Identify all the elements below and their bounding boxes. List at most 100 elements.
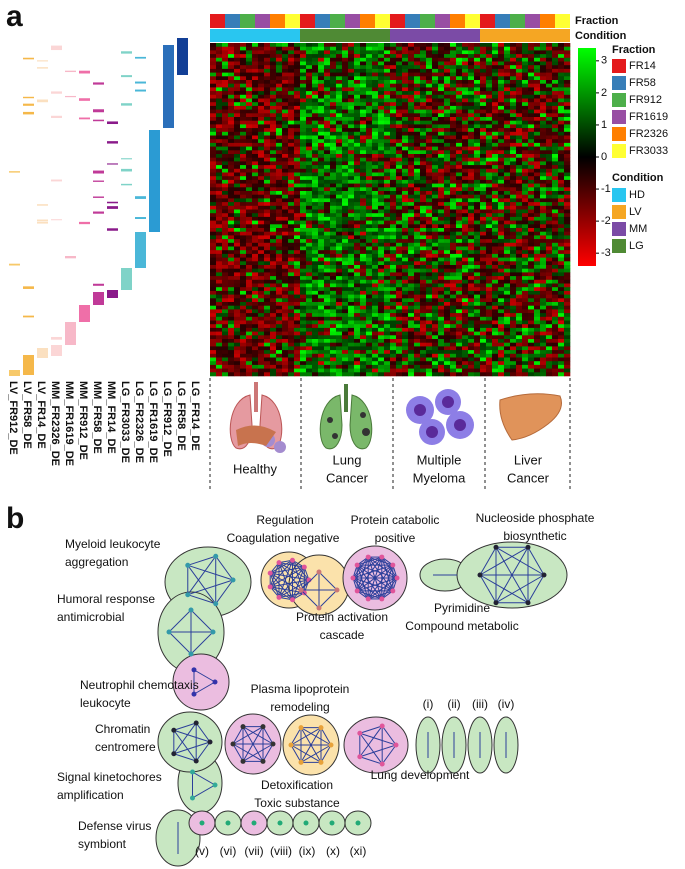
- heatmap-cell: [312, 46, 319, 51]
- heatmap-cell: [528, 372, 535, 377]
- heatmap-cell: [432, 239, 439, 244]
- heatmap-cell: [486, 161, 493, 166]
- heatmap-cell: [282, 235, 289, 240]
- heatmap-cell: [396, 65, 403, 70]
- heatmap-cell: [438, 57, 445, 62]
- heatmap-cell: [456, 265, 463, 269]
- heatmap-cell: [492, 172, 499, 177]
- heatmap-cell: [252, 283, 259, 288]
- heatmap-cell: [366, 224, 373, 229]
- heatmap-cell: [420, 220, 427, 225]
- heatmap-cell: [282, 46, 289, 51]
- heatmap-cell: [318, 165, 325, 170]
- heatmap-cell: [294, 357, 301, 362]
- heatmap-cell: [210, 272, 217, 277]
- heatmap-cell: [504, 279, 511, 284]
- heatmap-cell: [336, 305, 343, 310]
- heatmap-cell: [528, 305, 535, 310]
- heatmap-cell: [540, 50, 547, 55]
- heatmap-cell: [534, 324, 541, 329]
- heatmap-cell: [360, 113, 367, 118]
- heatmap-cell: [444, 205, 451, 210]
- heatmap-cell: [384, 154, 391, 158]
- heatmap-cell: [336, 98, 343, 103]
- heatmap-cell: [216, 154, 223, 158]
- heatmap-cell: [480, 287, 487, 292]
- heatmap-cell: [300, 135, 307, 140]
- heatmap-cell: [378, 287, 385, 292]
- heatmap-cell: [516, 168, 523, 173]
- heatmap-cell: [300, 357, 307, 362]
- heatmap-cell: [498, 176, 505, 181]
- heatmap-cell: [276, 50, 283, 55]
- heatmap-cell: [300, 339, 307, 343]
- heatmap-cell: [414, 253, 421, 258]
- heatmap-cell: [210, 198, 217, 203]
- heatmap-cell: [282, 253, 289, 258]
- heatmap-cell: [516, 124, 523, 129]
- heatmap-cell: [294, 176, 301, 181]
- heatmap-cell: [480, 179, 487, 184]
- heatmap-cell: [462, 61, 469, 66]
- heatmap-cell: [366, 131, 373, 136]
- heatmap-cell: [240, 83, 247, 88]
- heatmap-cell: [402, 231, 409, 236]
- heatmap-cell: [264, 43, 271, 47]
- heatmap-cell: [222, 272, 229, 277]
- heatmap-cell: [354, 142, 361, 147]
- heatmap-cell: [294, 294, 301, 299]
- heatmap-cell: [486, 353, 493, 358]
- heatmap-cell: [312, 83, 319, 88]
- heatmap-cell: [444, 272, 451, 277]
- heatmap-cell: [228, 353, 235, 358]
- heatmap-cell: [384, 165, 391, 170]
- heatmap-cell: [504, 235, 511, 240]
- heatmap-cell: [282, 105, 289, 110]
- heatmap-cell: [534, 290, 541, 295]
- heatmap-cell: [510, 94, 517, 99]
- heatmap-cell: [426, 372, 433, 377]
- heatmap-cell: [294, 154, 301, 158]
- heatmap-cell: [360, 364, 367, 369]
- heatmap-cell: [534, 265, 541, 269]
- heatmap-cell: [234, 335, 241, 340]
- heatmap-cell: [240, 102, 247, 107]
- heatmap-cell: [246, 313, 253, 318]
- heatmap-cell: [444, 179, 451, 184]
- heatmap-cell: [390, 165, 397, 170]
- heatmap-cell: [420, 205, 427, 210]
- heatmap-cell: [510, 364, 517, 369]
- heatmap-cell: [390, 131, 397, 136]
- heatmap-cell: [492, 235, 499, 240]
- heatmap-cell: [468, 50, 475, 55]
- heatmap-cell: [222, 183, 229, 188]
- heatmap-cell: [318, 176, 325, 181]
- heatmap-cell: [492, 117, 499, 121]
- heatmap-cell: [522, 76, 529, 81]
- heatmap-cell: [294, 157, 301, 162]
- heatmap-cell: [234, 246, 241, 251]
- heatmap-cell: [348, 298, 355, 303]
- heatmap-cell: [372, 268, 379, 273]
- heatmap-cell: [234, 287, 241, 292]
- heatmap-cell: [240, 265, 247, 269]
- heatmap-cell: [426, 105, 433, 110]
- heatmap-cell: [366, 105, 373, 110]
- heatmap-cell: [390, 94, 397, 99]
- heatmap-cell: [276, 335, 283, 340]
- heatmap-cell: [528, 213, 535, 218]
- heatmap-cell: [444, 239, 451, 244]
- heatmap-cell: [504, 224, 511, 229]
- heatmap-cell: [372, 54, 379, 59]
- heatmap-cell: [294, 213, 301, 218]
- heatmap-cell: [312, 168, 319, 173]
- heatmap-cell: [360, 139, 367, 144]
- heatmap-cell: [486, 43, 493, 47]
- heatmap-cell: [450, 216, 457, 221]
- heatmap-cell: [366, 250, 373, 255]
- heatmap-cell: [318, 202, 325, 207]
- heatmap-cell: [282, 331, 289, 336]
- heatmap-cell: [300, 157, 307, 162]
- heatmap-cell: [336, 120, 343, 125]
- heatmap-cell: [516, 287, 523, 292]
